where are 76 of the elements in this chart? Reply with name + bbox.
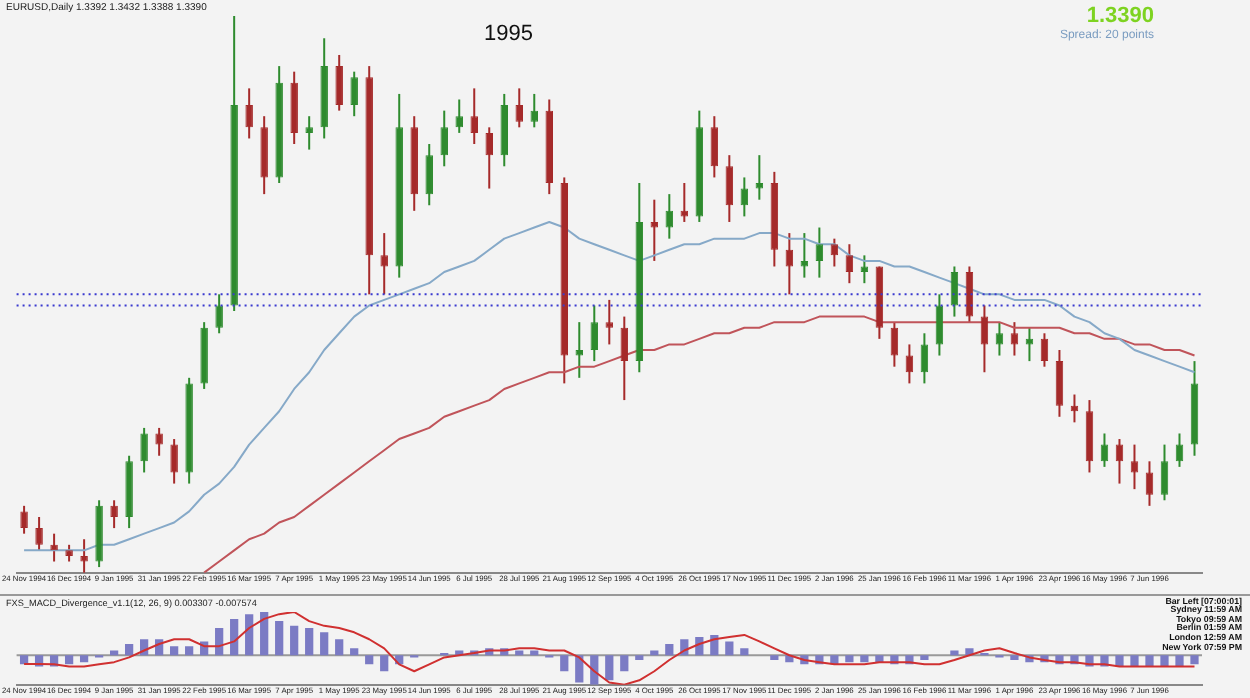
bar — [650, 650, 659, 656]
candlestick — [710, 115, 719, 179]
candlestick — [305, 115, 313, 151]
candlestick — [530, 92, 539, 129]
bar — [860, 655, 869, 663]
bar — [665, 644, 674, 656]
candlestick — [20, 504, 28, 535]
candlestick — [725, 154, 734, 223]
bar — [620, 655, 629, 672]
candlestick — [350, 70, 358, 118]
candlestick — [755, 154, 764, 201]
bar — [275, 621, 284, 656]
bar — [380, 655, 389, 672]
candlestick — [50, 532, 58, 563]
annotation: 1.3390 — [1086, 4, 1154, 28]
candlestick — [425, 143, 433, 207]
bar — [185, 646, 194, 656]
bar — [530, 650, 539, 656]
chart-title: 1995 — [484, 22, 533, 46]
bar — [740, 648, 749, 656]
candlestick — [620, 315, 629, 402]
bar — [365, 655, 374, 665]
candlestick — [140, 426, 148, 474]
bar — [560, 655, 569, 672]
candlestick — [1055, 348, 1064, 418]
candlestick — [1130, 443, 1139, 491]
bar — [64, 655, 74, 665]
candlestick — [470, 87, 478, 146]
bar — [515, 650, 524, 656]
bar — [79, 655, 89, 663]
candlestick — [455, 98, 463, 134]
candlestick — [845, 243, 854, 285]
bar — [725, 641, 734, 656]
candlestick — [890, 321, 899, 368]
candlestick — [815, 226, 824, 279]
candlestick — [1010, 321, 1019, 357]
candlestick — [860, 254, 869, 285]
candlestick — [605, 298, 614, 346]
candlestick — [110, 499, 118, 530]
candlestick — [515, 87, 524, 129]
bar — [845, 655, 854, 663]
bar — [1190, 655, 1199, 665]
candlestick — [590, 304, 599, 363]
bar — [109, 650, 119, 656]
candlestick — [155, 426, 163, 457]
candlestick — [665, 193, 674, 240]
bar — [245, 614, 254, 656]
bar — [320, 632, 329, 656]
candlestick — [650, 198, 659, 262]
candlestick — [995, 321, 1004, 357]
candlestick — [245, 87, 253, 140]
bar — [950, 650, 959, 656]
candlestick — [215, 293, 223, 335]
bar — [290, 625, 299, 656]
candlestick — [920, 332, 929, 385]
candlestick — [440, 109, 448, 168]
candlestick — [380, 232, 388, 296]
candlestick — [335, 53, 343, 112]
candlestick — [170, 438, 178, 485]
bar — [125, 644, 134, 656]
bar — [350, 648, 359, 656]
candlestick — [1145, 460, 1154, 507]
candlestick — [1160, 443, 1169, 502]
bar — [230, 618, 239, 656]
bar — [305, 628, 314, 656]
bar — [260, 612, 269, 656]
bar — [335, 639, 344, 656]
candlestick — [575, 321, 584, 379]
candlestick — [35, 515, 43, 552]
candlestick — [965, 265, 974, 324]
candlestick — [80, 538, 88, 574]
candlestick — [830, 237, 839, 268]
candlestick — [935, 293, 944, 357]
bar — [170, 646, 179, 656]
bar — [605, 655, 614, 681]
bar — [19, 655, 29, 665]
